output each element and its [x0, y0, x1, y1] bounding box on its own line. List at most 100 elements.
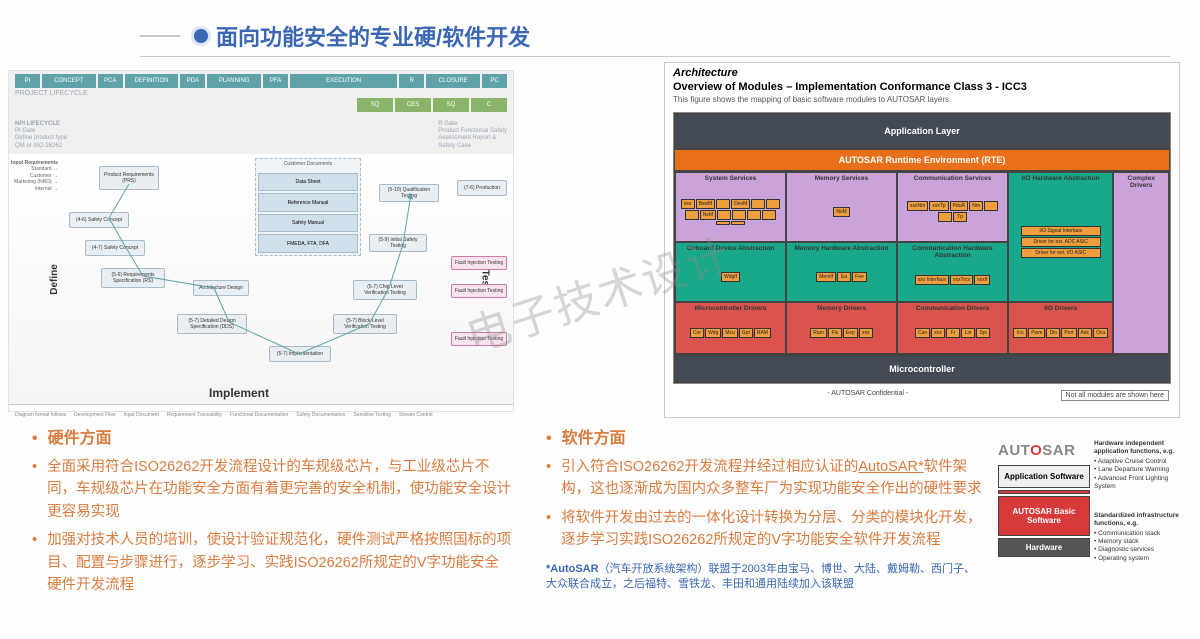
customer-doc-item: FMEDA, FTA, DFA	[258, 234, 358, 253]
bsw-module: DevM	[731, 199, 750, 209]
v-box: Fault Injection Testing	[451, 256, 507, 270]
bsw-module: Ea	[837, 272, 851, 282]
autosar-logo: AUTOSAR	[998, 440, 1090, 463]
bsw-module: xxxTrcv	[950, 275, 973, 285]
plc-phase: PLANNING	[207, 74, 261, 88]
v-box: (4-6) Safety Concept	[69, 212, 129, 228]
note2-item: Memory stack	[1094, 538, 1188, 546]
v-box: (5-7) Chip Level Verification Testing	[353, 280, 417, 300]
bsw-cell-title: Complex Drivers	[1116, 175, 1166, 189]
footnote-bold: *AutoSAR	[546, 563, 599, 575]
v-box: (7-6) Production	[457, 180, 507, 196]
title-bullet-icon	[194, 29, 208, 43]
v-box: (4-7) Safety Concept	[85, 240, 145, 256]
basic-software-block: AUTOSAR Basic Software	[998, 496, 1090, 536]
bsw-module: Ram	[810, 328, 827, 338]
bsw-cell: Communication ServicesxxxNmxxxTpPduRNmTp	[897, 172, 1008, 242]
project-lifecycle-bar: PICONCEPTPCADEFINITIONPDAPLANNINGPFAEXEC…	[9, 71, 513, 117]
bsw-module	[716, 199, 730, 209]
bsw-module: xxx Interface	[915, 275, 949, 285]
title-leader-line	[140, 35, 180, 37]
disclaimer-box: Not all modules are shown here	[1061, 390, 1169, 401]
legend-item: Stream Control	[399, 412, 433, 418]
plc-phase: CLOSURE	[426, 74, 480, 88]
logo-sar: SAR	[1042, 442, 1075, 459]
bsw-cell-title: Memory Drivers	[789, 305, 894, 312]
bsw-module: Nm	[969, 201, 983, 211]
autosar-architecture-diagram: Architecture Overview of Modules – Imple…	[664, 62, 1180, 418]
autosar-link[interactable]: AutoSAR*	[858, 459, 923, 475]
bsw-cell-title: Microcontroller Drivers	[678, 305, 783, 312]
bsw-module: Driver for ext. I/O ASIC	[1021, 248, 1101, 258]
v-box: Fault Injection Testing	[451, 284, 507, 298]
bsw-cell: Communication DriversCanxxxFrLinSpi	[897, 302, 1008, 354]
bsw-module: Fee	[852, 272, 867, 282]
bsw-module: I/O Signal Interface	[1021, 226, 1101, 236]
plc-phase: EXECUTION	[290, 74, 397, 88]
customer-doc-item: Reference Manual	[258, 193, 358, 212]
v-box: Product Requirements (PRS)	[99, 166, 159, 190]
bsw-grid: System ServicesxxxBswMDevMNvMMemory Serv…	[674, 171, 1170, 355]
plc-sub-phase: SQ	[433, 98, 469, 112]
plc-phase: PDA	[180, 74, 205, 88]
bsw-module: Wdg	[705, 328, 721, 338]
diagram-legend: Diagram format followsDevelopment FlowIn…	[9, 404, 513, 426]
bsw-module: Mcu	[722, 328, 737, 338]
note1-heading: Hardware independent application functio…	[1094, 440, 1188, 457]
bsw-cell-title: I/O Drivers	[1011, 305, 1110, 312]
bsw-module: xxxNm	[907, 201, 928, 211]
legend-item: Sensitive Testing	[353, 412, 390, 418]
software-bullet-2: 将软件开发由过去的一体化设计转换为分层、分类的模块化开发，逐步学习实践ISO26…	[546, 507, 986, 552]
software-heading-text: 软件方面	[562, 430, 626, 447]
hardware-heading-text: 硬件方面	[48, 430, 112, 447]
bsw-module: Port	[1061, 328, 1076, 338]
bsw-module: xxx	[931, 328, 945, 338]
v-box: (5-7) Detailed Design Specification (DDS…	[177, 314, 247, 334]
title-bar: 面向功能安全的专业硬/软件开发	[140, 20, 1170, 57]
plc-phase: PCA	[98, 74, 123, 88]
bsw-cell: Microcontroller DriversCorWdgMcuGptRAM	[675, 302, 786, 354]
rte-layer: AUTOSAR Runtime Environment (RTE)	[674, 149, 1170, 171]
confidential-label: - AUTOSAR Confidential -	[827, 390, 908, 401]
hardware-bullet: 全面采用符合ISO26262开发流程设计的车规级芯片，与工业级芯片不同，车规级芯…	[32, 456, 512, 523]
hardware-bullets: 全面采用符合ISO26262开发流程设计的车规级芯片，与工业级芯片不同，车规级芯…	[32, 456, 512, 597]
plc-phase: DEFINITION	[125, 74, 179, 88]
bsw-cell-title: Communication Drivers	[900, 305, 1005, 312]
v-model-body: Input Requirements Standard →Customer →M…	[9, 154, 513, 404]
note1-item: Advanced Front Lighting System	[1094, 475, 1188, 492]
bsw-module: xxxIf	[974, 275, 990, 285]
bsw-module: xxxTp	[929, 201, 948, 211]
bsw-module: RAM	[754, 328, 771, 338]
cust-doc-header: Customer Documents	[258, 161, 358, 171]
bsw-cell-title: I/O Hardware Abstraction	[1011, 175, 1110, 182]
bsw-module: Icu	[1013, 328, 1027, 338]
bsw-module	[685, 210, 699, 220]
customer-doc-item: Data Sheet	[258, 173, 358, 192]
bsw-cell: I/O DriversIcuPwmDioPortAdcOcu	[1008, 302, 1113, 354]
bsw-module: Cor	[690, 328, 704, 338]
bsw-cell: Memory ServicesNvM	[786, 172, 897, 242]
rd-subtitle: Overview of Modules – Implementation Con…	[673, 81, 1171, 93]
bsw-module	[766, 199, 780, 209]
bsw-module: Tp	[953, 212, 967, 222]
v-box: (5-7) Implementation	[269, 346, 331, 362]
sw-b1-pre: 引入符合ISO26262开发流程并经过相应认证的	[561, 459, 858, 475]
input-req-item: Internal →	[11, 186, 58, 193]
note2-item: Communication stack	[1094, 530, 1188, 538]
rd-footer: - AUTOSAR Confidential - Not all modules…	[665, 388, 1179, 407]
bsw-module: Spi	[976, 328, 990, 338]
microcontroller-layer: Microcontroller	[674, 355, 1170, 383]
npi-label: NPI LIFECYCLE	[15, 121, 310, 128]
hardware-bullet-text: 加强对技术人员的培训，使设计验证规范化，硬件测试严格按照国标的项目、配置与步骤进…	[47, 529, 512, 596]
autosar-notes: Hardware independent application functio…	[1094, 440, 1188, 567]
bsw-module: Dio	[1046, 328, 1060, 338]
autosar-stack-diagram: AUTOSAR Application Software AUTOSAR Bas…	[998, 440, 1188, 600]
software-heading: 软件方面	[546, 424, 986, 448]
npi-left-text: PI Gate Define product type QM or ISO 26…	[15, 128, 310, 150]
bsw-module: MemIf	[816, 272, 836, 282]
v-box: (5-6) Requirements Specification (RS)	[101, 268, 165, 288]
bsw-cell-title: System Services	[678, 175, 783, 182]
legend-item: Development Flow	[74, 412, 115, 418]
bsw-module	[747, 210, 761, 220]
bsw-cell: System ServicesxxxBswMDevMNvM	[675, 172, 786, 242]
